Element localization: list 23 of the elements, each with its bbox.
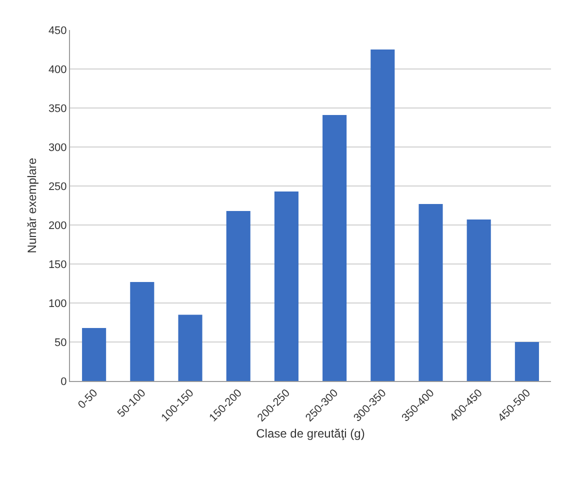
y-tick-label: 200: [48, 220, 67, 232]
bar: [274, 191, 298, 381]
bar: [370, 50, 395, 381]
bar: [226, 210, 250, 381]
y-axis-title: Număr exemplare: [25, 157, 39, 254]
bar: [514, 342, 539, 381]
x-tick-label: 0-50: [76, 387, 100, 412]
y-tick-label: 50: [54, 336, 67, 349]
bar: [130, 282, 154, 381]
bar: [466, 220, 491, 381]
x-axis-title: Clase de greutăţi (g): [256, 426, 365, 440]
y-tick-label: 100: [48, 298, 67, 310]
bar: [82, 328, 106, 381]
y-tick-label: 150: [48, 258, 67, 271]
y-tick-label: 0: [60, 376, 67, 388]
y-tick-label: 450: [48, 24, 67, 37]
bar: [178, 314, 202, 381]
y-tick-label: 300: [48, 142, 67, 154]
y-tick-label: 350: [48, 102, 67, 115]
y-tick-label: 400: [48, 64, 67, 76]
bar: [418, 204, 443, 381]
bar: [322, 115, 347, 381]
y-tick-label: 250: [48, 180, 67, 193]
